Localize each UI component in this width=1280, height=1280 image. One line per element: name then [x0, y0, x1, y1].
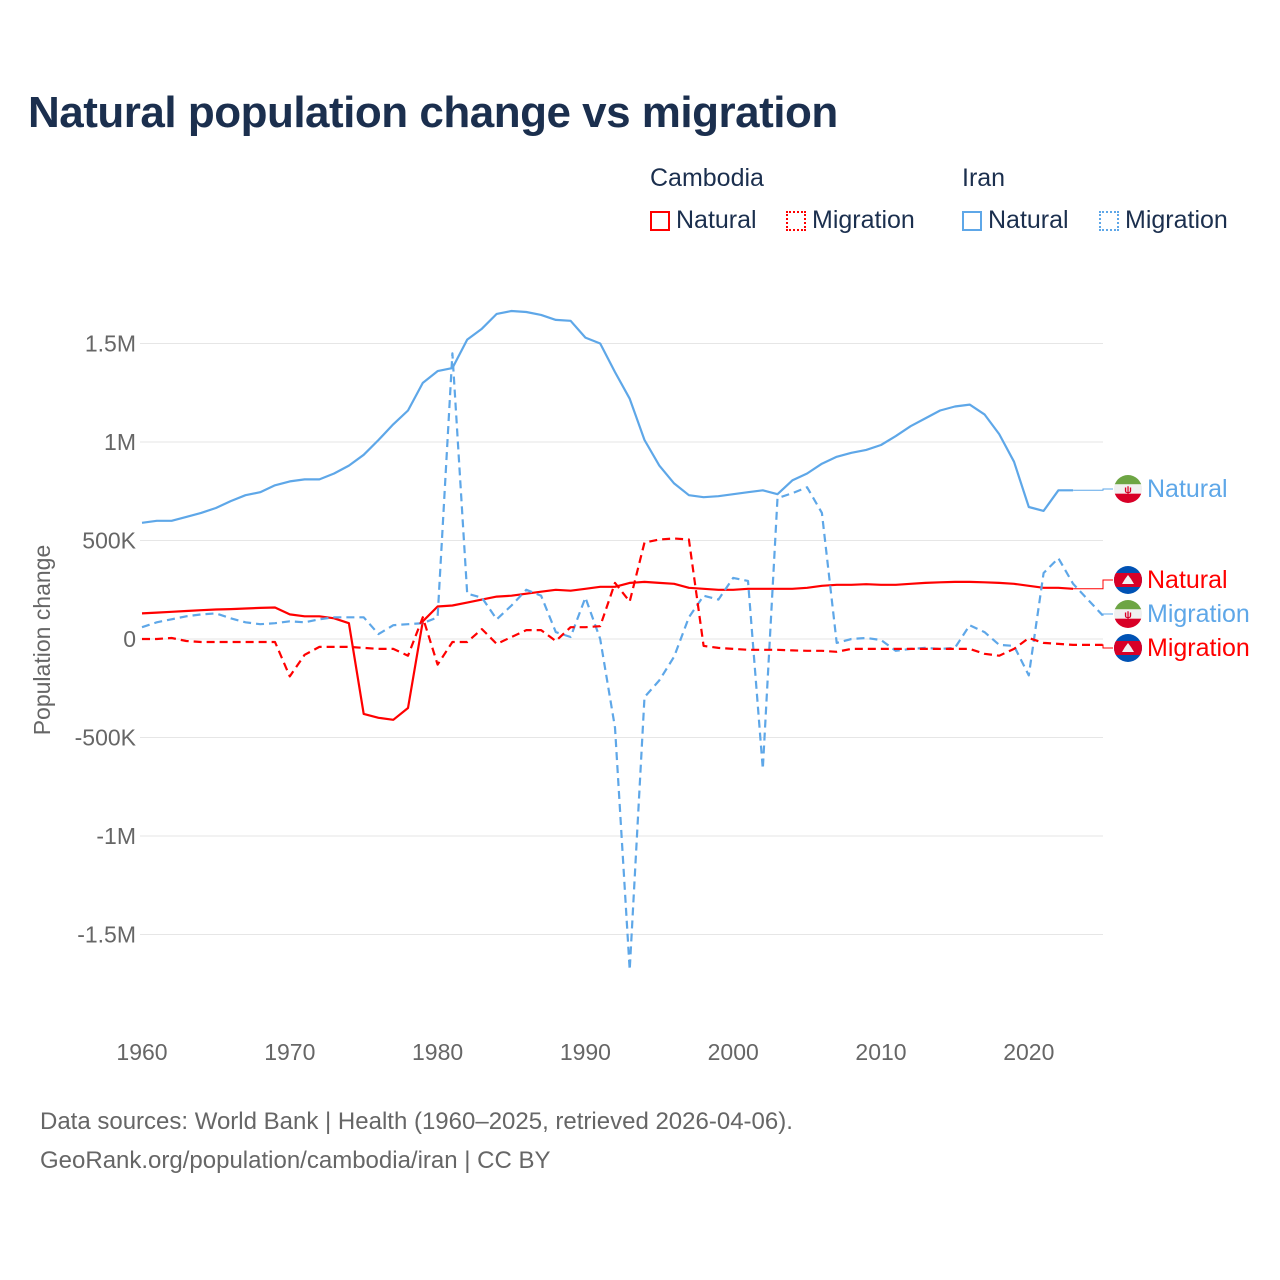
- end-label-iran-natural: Natural: [1147, 475, 1228, 503]
- legend-label: Migration: [1125, 206, 1228, 234]
- end-label-cambodia-migration: Migration: [1147, 634, 1250, 662]
- x-tick-label: 2010: [855, 1039, 906, 1065]
- legend-swatch-solid: [650, 210, 670, 231]
- legend-label: Natural: [676, 206, 757, 234]
- svg-text:ψ: ψ: [1124, 485, 1132, 496]
- legend-swatch-solid: [962, 210, 982, 231]
- footer-sources: Data sources: World Bank | Health (1960–…: [40, 1108, 793, 1135]
- label-leader-line: [1102, 613, 1113, 616]
- cambodia-flag-icon: [1114, 634, 1142, 662]
- y-tick-label: 0: [123, 626, 136, 652]
- series-line-cambodia-migration[interactable]: [142, 537, 1103, 678]
- end-label-cambodia-natural: Natural: [1147, 566, 1228, 594]
- x-tick-label: 1970: [264, 1039, 315, 1065]
- legend-iran-migration[interactable]: Migration: [1099, 206, 1228, 235]
- legend-swatch-dotted: [786, 210, 806, 231]
- legend-iran-natural[interactable]: Natural: [962, 206, 1069, 235]
- label-leader-line: [1102, 644, 1113, 649]
- x-tick-label: 2000: [708, 1039, 759, 1065]
- iran-flag-icon: ψ: [1114, 475, 1142, 503]
- cambodia-flag-icon: [1114, 566, 1142, 594]
- series-line-iran-natural[interactable]: [141, 309, 1074, 524]
- label-leader-line: [1073, 579, 1113, 590]
- y-tick-label: 1.5M: [85, 331, 136, 357]
- y-tick-label: 500K: [82, 528, 136, 554]
- y-tick-label: -1M: [96, 823, 136, 849]
- x-tick-label: 1990: [560, 1039, 611, 1065]
- y-tick-label: 1M: [104, 429, 136, 455]
- legend-cambodia-natural[interactable]: Natural: [650, 206, 757, 235]
- legend-group-iran: Iran: [962, 164, 1006, 192]
- footer-credit: GeoRank.org/population/cambodia/iran | C…: [40, 1147, 551, 1174]
- x-tick-label: 1980: [412, 1039, 463, 1065]
- legend-group-cambodia: Cambodia: [650, 164, 764, 192]
- y-tick-label: -500K: [75, 725, 137, 751]
- legend-cambodia-migration[interactable]: Migration: [786, 206, 915, 235]
- y-axis-label: Population change: [29, 545, 55, 736]
- iran-flag-icon: ψ: [1114, 600, 1142, 628]
- y-tick-label: -1.5M: [77, 922, 136, 948]
- svg-text:ψ: ψ: [1124, 610, 1132, 621]
- series-line-cambodia-natural[interactable]: [141, 580, 1074, 721]
- series-line-iran-migration[interactable]: [141, 352, 1104, 972]
- x-tick-label: 2020: [1003, 1039, 1054, 1065]
- legend-label: Natural: [988, 206, 1069, 234]
- x-tick-label: 1960: [116, 1039, 167, 1065]
- label-leader-line: [1073, 488, 1113, 491]
- end-label-iran-migration: Migration: [1147, 600, 1250, 628]
- legend-label: Migration: [812, 206, 915, 234]
- chart-title: Natural population change vs migration: [28, 88, 838, 137]
- legend-swatch-dotted: [1099, 210, 1119, 231]
